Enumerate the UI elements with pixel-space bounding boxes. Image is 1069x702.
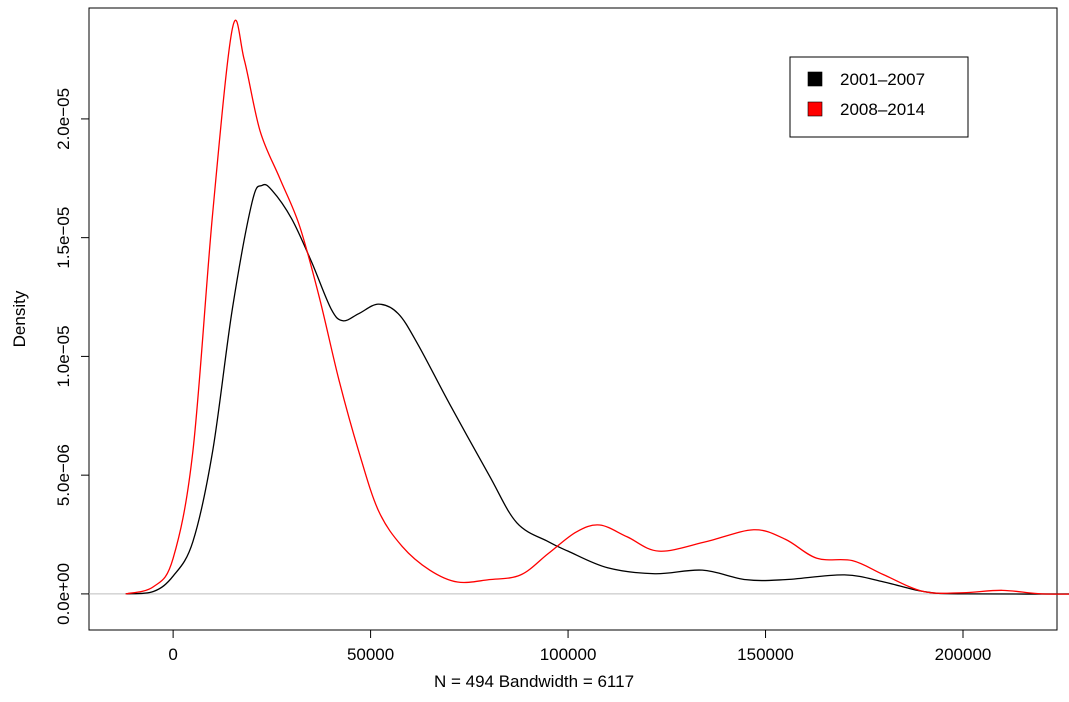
y-axis-label: Density xyxy=(10,290,29,347)
density-line xyxy=(125,19,1069,595)
y-tick-label: 5.0e−06 xyxy=(54,444,73,506)
x-tick-label: 50000 xyxy=(347,645,394,664)
legend-label: 2001–2007 xyxy=(840,70,925,89)
x-tick-label: 150000 xyxy=(737,645,794,664)
plot-frame xyxy=(88,7,1058,631)
legend-box xyxy=(789,56,969,138)
legend-swatch xyxy=(807,101,823,117)
y-tick-label: 0.0e+00 xyxy=(54,563,73,625)
x-tick-label: 100000 xyxy=(540,645,597,664)
x-axis-label: N = 494 Bandwidth = 6117 xyxy=(434,672,634,691)
x-tick-label: 0 xyxy=(168,645,177,664)
y-tick-label: 2.0e−05 xyxy=(54,88,73,150)
legend-swatch xyxy=(807,71,823,87)
density-line xyxy=(125,183,1069,595)
x-tick-label: 200000 xyxy=(935,645,992,664)
y-tick-label: 1.5e−05 xyxy=(54,207,73,269)
y-tick-label: 1.0e−05 xyxy=(54,325,73,387)
legend-label: 2008–2014 xyxy=(840,100,925,119)
